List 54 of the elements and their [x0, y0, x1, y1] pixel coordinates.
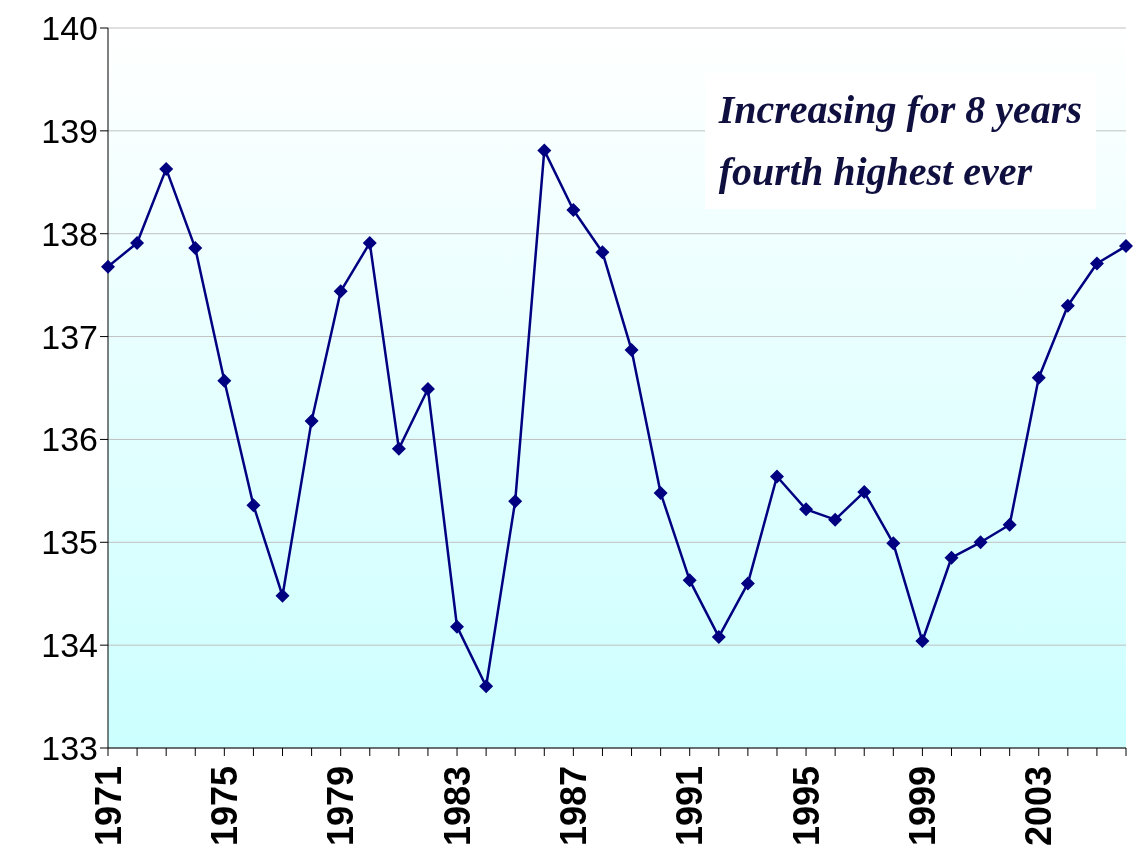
x-tick-label: 1975 — [203, 766, 245, 847]
point — [769, 469, 784, 484]
point — [1119, 239, 1133, 254]
point — [101, 259, 115, 274]
point — [130, 235, 145, 250]
point — [246, 498, 261, 513]
point — [1002, 517, 1017, 532]
point — [1031, 370, 1046, 385]
y-tick-label: 133 — [41, 729, 98, 768]
y-tick-label: 140 — [41, 9, 98, 48]
x-tick-label: 1971 — [87, 766, 129, 847]
point — [740, 576, 755, 591]
point — [682, 573, 697, 588]
point — [188, 241, 203, 256]
point — [304, 413, 319, 428]
point — [973, 535, 988, 550]
y-tick-label: 136 — [41, 420, 98, 459]
point — [420, 382, 435, 397]
x-tick-label: 1991 — [669, 766, 711, 847]
point — [508, 494, 523, 509]
x-tick-label: 1979 — [320, 766, 362, 847]
y-tick-label: 134 — [41, 626, 98, 665]
y-tick-label: 138 — [41, 214, 98, 253]
x-tick-label: 1995 — [785, 766, 827, 847]
point — [537, 143, 552, 158]
point — [566, 203, 581, 218]
point — [915, 634, 930, 649]
point — [1060, 298, 1075, 313]
point — [595, 245, 610, 260]
point — [333, 284, 348, 299]
point — [828, 512, 843, 527]
y-tick-label: 139 — [41, 111, 98, 150]
x-tick-label: 1983 — [436, 766, 478, 847]
x-tick-label: 1987 — [552, 766, 594, 847]
point — [624, 342, 639, 357]
x-tick-label: 2003 — [1018, 766, 1060, 847]
point — [217, 373, 232, 388]
note-box: Increasing for 8 years fourth highest ever — [704, 73, 1096, 209]
y-tick-label: 137 — [41, 317, 98, 356]
point — [1089, 256, 1104, 271]
point — [799, 502, 814, 517]
y-tick-label: 135 — [41, 523, 98, 562]
point — [450, 619, 465, 634]
point — [159, 161, 174, 176]
point — [275, 588, 290, 603]
point — [653, 485, 668, 500]
point — [944, 550, 959, 565]
point — [479, 679, 494, 694]
point — [362, 235, 377, 250]
point — [886, 536, 901, 551]
point — [711, 629, 726, 644]
point — [391, 441, 406, 456]
point — [857, 484, 872, 499]
x-tick-label: 1999 — [901, 766, 943, 847]
